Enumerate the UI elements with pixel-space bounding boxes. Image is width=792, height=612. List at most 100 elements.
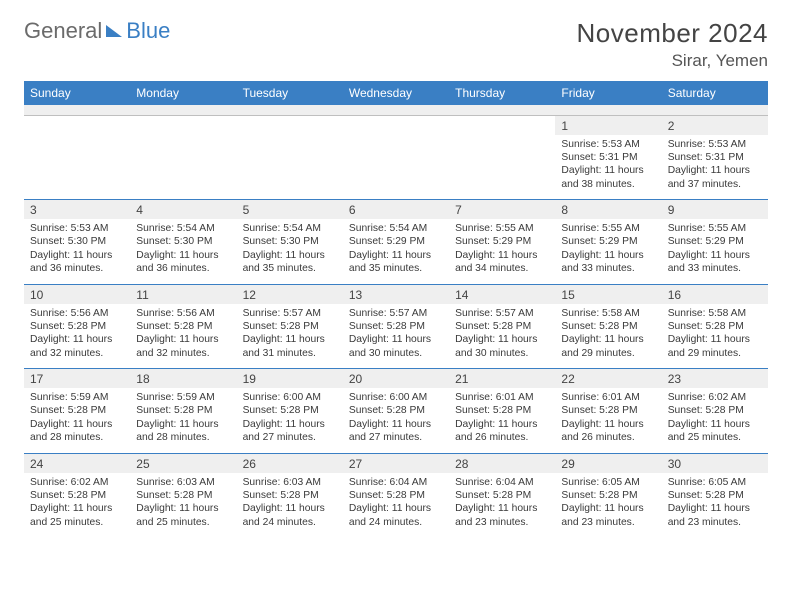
day-info-line: and 23 minutes. [668, 516, 762, 529]
day-info-cell: Sunrise: 5:59 AMSunset: 5:28 PMDaylight:… [24, 388, 130, 453]
day-info-line: Sunrise: 6:03 AM [136, 476, 230, 489]
day-info-line: Daylight: 11 hours [455, 333, 549, 346]
day-info-cell: Sunrise: 5:57 AMSunset: 5:28 PMDaylight:… [343, 304, 449, 369]
day-info-line: and 31 minutes. [243, 347, 337, 360]
day-info-line: and 38 minutes. [561, 178, 655, 191]
day-info-cell [130, 135, 236, 200]
day-info-line: Sunrise: 5:58 AM [561, 307, 655, 320]
day-number-cell: 25 [130, 453, 236, 473]
day-info-cell: Sunrise: 5:53 AMSunset: 5:30 PMDaylight:… [24, 219, 130, 284]
day-info-cell: Sunrise: 5:56 AMSunset: 5:28 PMDaylight:… [24, 304, 130, 369]
day-header-wed: Wednesday [343, 81, 449, 105]
day-number-cell: 4 [130, 200, 236, 220]
day-info-line: Sunset: 5:28 PM [30, 404, 124, 417]
day-info-line: Daylight: 11 hours [136, 418, 230, 431]
day-info-line: Daylight: 11 hours [136, 333, 230, 346]
day-number-cell: 30 [662, 453, 768, 473]
day-info-line: Daylight: 11 hours [243, 502, 337, 515]
day-info-line: and 37 minutes. [668, 178, 762, 191]
day-number-cell: 13 [343, 284, 449, 304]
day-info-line: Sunrise: 5:58 AM [668, 307, 762, 320]
day-number-cell: 22 [555, 369, 661, 389]
day-info-line: Sunset: 5:28 PM [668, 404, 762, 417]
day-info-cell: Sunrise: 5:54 AMSunset: 5:30 PMDaylight:… [130, 219, 236, 284]
day-info-line: Daylight: 11 hours [668, 418, 762, 431]
day-info-line: Sunrise: 5:57 AM [243, 307, 337, 320]
day-number-cell: 11 [130, 284, 236, 304]
day-info-line: Sunrise: 5:56 AM [136, 307, 230, 320]
day-number-cell: 29 [555, 453, 661, 473]
day-number-cell: 1 [555, 115, 661, 135]
day-info-line: Daylight: 11 hours [668, 502, 762, 515]
day-header-sun: Sunday [24, 81, 130, 105]
day-info-line: and 35 minutes. [349, 262, 443, 275]
day-info-line: Sunset: 5:30 PM [243, 235, 337, 248]
day-header-fri: Friday [555, 81, 661, 105]
day-number-cell: 23 [662, 369, 768, 389]
day-info-line: Daylight: 11 hours [30, 249, 124, 262]
day-info-line: Daylight: 11 hours [561, 418, 655, 431]
day-info-line: Daylight: 11 hours [561, 333, 655, 346]
day-info-line: Sunset: 5:28 PM [455, 404, 549, 417]
day-info-line: and 35 minutes. [243, 262, 337, 275]
location-label: Sirar, Yemen [577, 51, 769, 71]
daynum-row: 12 [24, 115, 768, 135]
day-info-line: Daylight: 11 hours [30, 502, 124, 515]
day-info-line: Sunset: 5:28 PM [561, 404, 655, 417]
day-info-cell: Sunrise: 5:54 AMSunset: 5:30 PMDaylight:… [237, 219, 343, 284]
day-info-line: and 30 minutes. [455, 347, 549, 360]
day-info-cell: Sunrise: 5:58 AMSunset: 5:28 PMDaylight:… [662, 304, 768, 369]
day-info-line: Sunset: 5:28 PM [668, 320, 762, 333]
day-info-cell: Sunrise: 6:01 AMSunset: 5:28 PMDaylight:… [555, 388, 661, 453]
day-number-cell: 21 [449, 369, 555, 389]
day-number-cell: 18 [130, 369, 236, 389]
day-header-thu: Thursday [449, 81, 555, 105]
day-info-line: Daylight: 11 hours [668, 249, 762, 262]
daynum-row: 10111213141516 [24, 284, 768, 304]
day-info-line: Sunset: 5:28 PM [349, 404, 443, 417]
day-info-line: Sunrise: 5:55 AM [561, 222, 655, 235]
day-info-line: and 33 minutes. [668, 262, 762, 275]
day-number-cell: 26 [237, 453, 343, 473]
day-info-line: Sunset: 5:28 PM [243, 404, 337, 417]
day-info-line: Sunset: 5:28 PM [30, 489, 124, 502]
day-info-line: and 36 minutes. [136, 262, 230, 275]
day-info-line: Sunrise: 5:56 AM [30, 307, 124, 320]
day-info-cell [343, 135, 449, 200]
day-number-cell: 24 [24, 453, 130, 473]
daynum-row: 3456789 [24, 200, 768, 220]
day-info-line: Sunrise: 6:00 AM [243, 391, 337, 404]
day-info-line: Sunset: 5:29 PM [561, 235, 655, 248]
day-info-cell: Sunrise: 6:03 AMSunset: 5:28 PMDaylight:… [237, 473, 343, 538]
day-info-line: and 25 minutes. [136, 516, 230, 529]
day-info-line: and 23 minutes. [455, 516, 549, 529]
day-info-cell: Sunrise: 5:55 AMSunset: 5:29 PMDaylight:… [555, 219, 661, 284]
day-number-cell: 19 [237, 369, 343, 389]
day-info-line: Sunset: 5:28 PM [668, 489, 762, 502]
day-info-line: Sunset: 5:30 PM [30, 235, 124, 248]
day-info-line: and 29 minutes. [668, 347, 762, 360]
day-info-line: Sunrise: 5:55 AM [455, 222, 549, 235]
daynum-row: 17181920212223 [24, 369, 768, 389]
day-info-line: Sunset: 5:28 PM [136, 320, 230, 333]
header-right: November 2024 Sirar, Yemen [577, 18, 769, 71]
day-info-cell: Sunrise: 6:05 AMSunset: 5:28 PMDaylight:… [555, 473, 661, 538]
day-info-line: Sunrise: 6:03 AM [243, 476, 337, 489]
day-info-cell: Sunrise: 5:54 AMSunset: 5:29 PMDaylight:… [343, 219, 449, 284]
day-number-cell: 27 [343, 453, 449, 473]
day-info-line: and 28 minutes. [136, 431, 230, 444]
daynum-row: 24252627282930 [24, 453, 768, 473]
day-info-cell: Sunrise: 6:00 AMSunset: 5:28 PMDaylight:… [343, 388, 449, 453]
day-info-line: Sunset: 5:28 PM [455, 489, 549, 502]
day-number-cell [237, 115, 343, 135]
day-info-cell [449, 135, 555, 200]
day-info-line: and 26 minutes. [455, 431, 549, 444]
day-info-line: Daylight: 11 hours [349, 502, 443, 515]
day-info-cell [237, 135, 343, 200]
day-info-line: and 23 minutes. [561, 516, 655, 529]
day-info-line: Sunrise: 5:57 AM [455, 307, 549, 320]
day-info-line: Daylight: 11 hours [455, 249, 549, 262]
day-info-line: Sunset: 5:29 PM [349, 235, 443, 248]
day-header-sat: Saturday [662, 81, 768, 105]
day-info-line: Sunrise: 5:54 AM [349, 222, 443, 235]
